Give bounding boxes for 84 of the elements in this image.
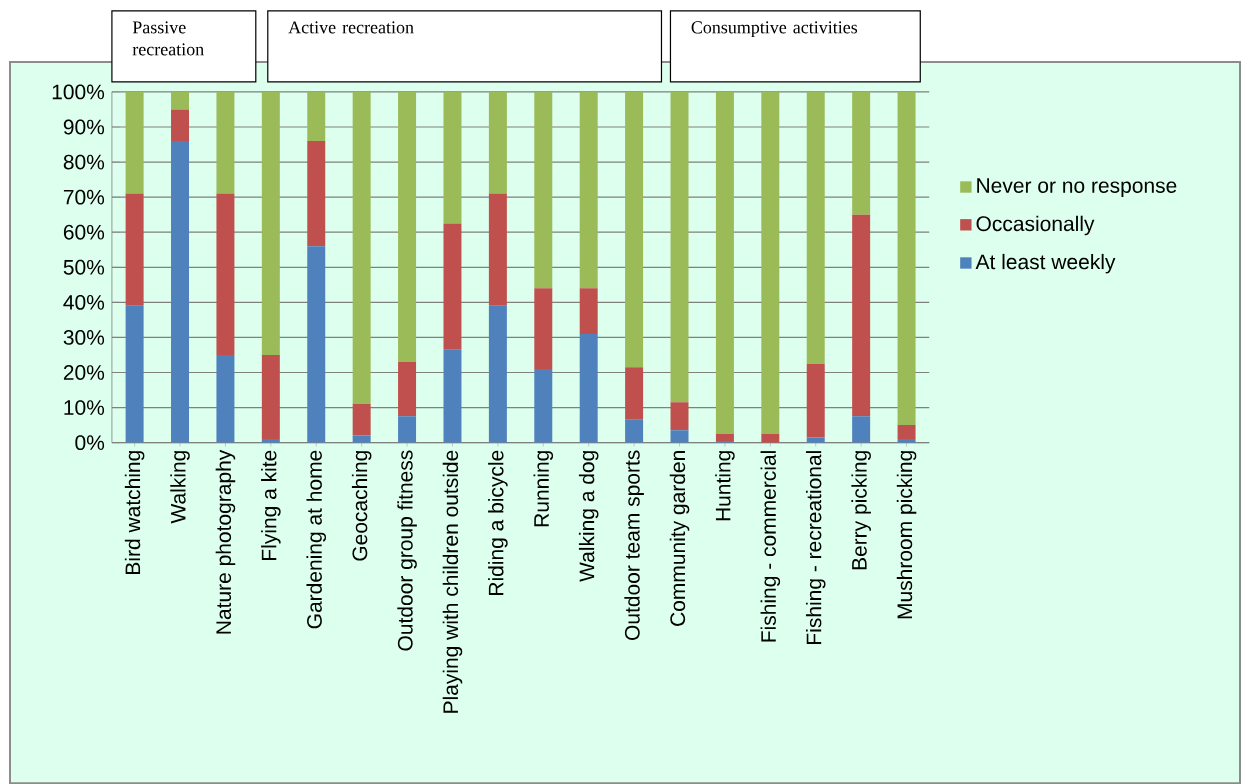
bar [307, 246, 326, 443]
bar [171, 91, 190, 110]
x-tick-label: Riding a bicycle [488, 450, 508, 595]
bar [579, 91, 598, 289]
bar [625, 367, 644, 420]
bar [398, 416, 417, 443]
bar [670, 91, 689, 403]
y-tick-label: 10% [64, 399, 105, 415]
bar [307, 91, 326, 141]
x-tick-label: Nature photography [215, 449, 236, 634]
x-tick-label: Outdoor group fitness [397, 450, 417, 651]
bar [488, 91, 507, 194]
bar [579, 333, 598, 443]
bar [398, 361, 417, 417]
bar [670, 430, 689, 443]
y-tick-label: 30% [63, 329, 105, 345]
text: Active recreation [288, 21, 414, 34]
bar [125, 91, 144, 194]
bar [216, 91, 235, 194]
y-tick-label: 80% [63, 154, 105, 170]
bar [715, 91, 734, 434]
bar [261, 91, 280, 355]
bar [852, 91, 871, 215]
bar [125, 305, 144, 443]
y-tick-label: 70% [63, 189, 105, 205]
bar [625, 91, 644, 368]
bar [806, 437, 825, 443]
x-tick-label: Fishing - recreational [805, 450, 826, 644]
bar [761, 433, 780, 443]
x-tick-label: Walking a dog [578, 450, 599, 582]
x-tick-label: Running [533, 450, 554, 526]
bar [670, 402, 689, 431]
x-tick-label: Playing with children outside [442, 450, 463, 713]
y-tick-label: 20% [63, 364, 105, 380]
x-tick-label: Fishing - commercial [760, 450, 781, 642]
x-tick-label: Hunting [715, 450, 735, 521]
bar [897, 424, 916, 439]
bar [352, 91, 371, 404]
x-tick-label: Outdoor team sports [624, 450, 644, 640]
text: Passive recreation [132, 21, 204, 56]
bar [216, 354, 235, 443]
bar [443, 91, 462, 224]
bar [171, 140, 190, 443]
x-tick-label: Berry picking [851, 450, 871, 570]
bar [216, 193, 235, 355]
y-tick-label: 40% [63, 294, 105, 310]
bar [488, 305, 507, 443]
legend-label: At least weekly [975, 253, 1116, 274]
bar [398, 91, 417, 362]
x-tick-label: Gardening at home [306, 450, 327, 629]
bar [534, 91, 553, 289]
legend-label: Never or no response [977, 178, 1177, 197]
bar [534, 368, 553, 443]
bar [307, 140, 326, 247]
y-tick-label: 100% [52, 84, 105, 100]
x-tick-label: Bird watching [124, 450, 145, 574]
bar [488, 193, 507, 306]
bar [534, 288, 553, 369]
bar [852, 214, 871, 417]
bar [443, 349, 462, 443]
bar [761, 91, 780, 434]
bar [443, 223, 462, 350]
y-tick-label: 90% [63, 119, 105, 135]
bar [806, 363, 825, 438]
bar [579, 288, 598, 334]
x-tick-label: Community garden [669, 450, 690, 626]
x-tick-label: Flying a kite [261, 450, 281, 560]
bar [125, 193, 144, 306]
bar [625, 419, 644, 443]
bar [261, 354, 280, 439]
bar [715, 433, 734, 441]
text: Consumptive activities [691, 21, 858, 37]
bar [897, 91, 916, 425]
y-tick-label: 50% [63, 259, 105, 275]
x-tick-label: Mushroom picking [896, 450, 917, 619]
bar [852, 416, 871, 443]
legend-label: Occasionally [976, 215, 1095, 236]
y-tick-label: 0% [75, 435, 105, 450]
bar [352, 403, 371, 436]
bar [806, 91, 825, 364]
bar [171, 109, 190, 141]
x-tick-label: Walking [170, 450, 190, 524]
y-tick-label: 60% [63, 224, 105, 240]
x-tick-label: Geocaching [351, 450, 372, 561]
